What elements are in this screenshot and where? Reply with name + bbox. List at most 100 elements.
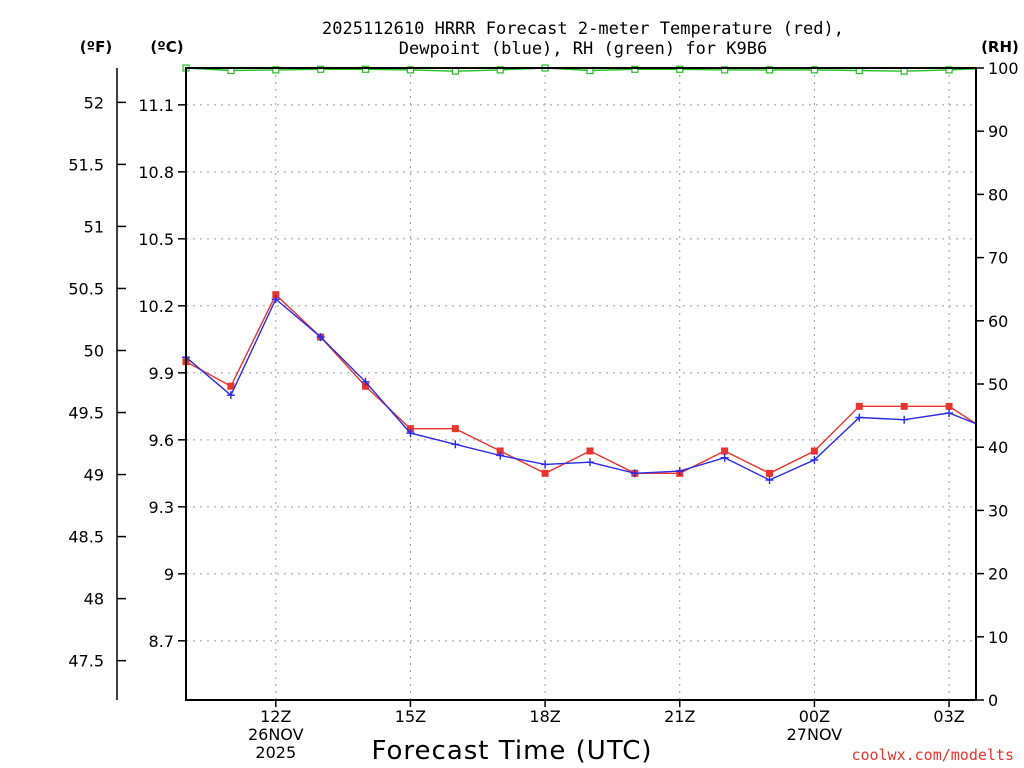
rh-point: [765, 66, 774, 74]
rh-point: [900, 67, 908, 75]
dewpoint-point: [945, 409, 954, 418]
temperature-point: [227, 382, 235, 390]
celsius-tick-label: 8.7: [149, 632, 174, 651]
rh-tick-label: 30: [988, 501, 1008, 520]
temperature-point: [541, 469, 549, 477]
rh-unit-label: (RH): [981, 38, 1019, 56]
fahrenheit-tick-label: 49: [84, 466, 104, 485]
rh-point: [451, 67, 459, 75]
rh-point: [496, 66, 504, 74]
dewpoint-point: [720, 453, 729, 462]
rh-point: [317, 65, 325, 73]
celsius-tick-label: 10.5: [138, 230, 174, 249]
temperature-point: [855, 402, 863, 410]
rh-tick-label: 20: [988, 565, 1008, 584]
rh-point: [945, 66, 953, 74]
fahrenheit-tick-label: 51.5: [68, 155, 104, 174]
temperature-point: [900, 402, 908, 410]
fahrenheit-tick-label: 50: [84, 342, 104, 361]
time-tick-label: 03Z: [933, 707, 964, 726]
dewpoint-point: [585, 458, 594, 467]
temperature-point: [496, 447, 504, 455]
fahrenheit-tick-label: 50.5: [68, 279, 104, 298]
rh-point: [272, 66, 280, 74]
rh-tick-label: 40: [988, 438, 1008, 457]
dewpoint-point: [630, 469, 639, 478]
dewpoint-point: [765, 476, 774, 485]
rh-point: [406, 66, 415, 74]
time-tick-label: 21Z: [664, 707, 695, 726]
dewpoint-point: [271, 295, 280, 304]
fahrenheit-tick-label: 48: [84, 590, 104, 609]
rh-tick-label: 50: [988, 375, 1008, 394]
celsius-tick-label: 10.8: [138, 163, 174, 182]
rh-point: [676, 65, 684, 73]
dewpoint-point: [675, 467, 684, 476]
fahrenheit-unit-label: (ºF): [80, 38, 112, 56]
rh-point: [631, 65, 639, 73]
temperature-point: [451, 425, 459, 433]
fahrenheit-tick-label: 51: [84, 217, 104, 236]
rh-point: [721, 66, 729, 74]
fahrenheit-tick-label: 49.5: [68, 404, 104, 423]
fahrenheit-tick-label: 48.5: [68, 528, 104, 547]
rh-tick-label: 0: [988, 691, 998, 710]
celsius-tick-label: 9.6: [149, 431, 174, 450]
celsius-tick-label: 9.3: [149, 498, 174, 517]
rh-tick-label: 100: [988, 59, 1019, 78]
celsius-axis: 8.7 9 9.3 9.6 9.9 10.2 10.5 10.8 11.1: [138, 96, 186, 651]
time-tick-label: 12Z: [260, 707, 291, 726]
temperature-point: [945, 402, 953, 410]
temperature-point: [766, 469, 774, 477]
rh-tick-label: 70: [988, 249, 1008, 268]
rh-tick-label: 80: [988, 185, 1008, 204]
dewpoint-point: [226, 391, 235, 400]
plot-frame: [185, 67, 977, 701]
temperature-point: [721, 447, 729, 455]
dewpoint-point: [855, 413, 864, 422]
rh-point: [361, 65, 370, 73]
rh-tick-label: 60: [988, 312, 1008, 331]
temperature-point: [810, 447, 818, 455]
time-tick-label: 26NOV: [248, 725, 304, 744]
time-tick-label: 15Z: [395, 707, 426, 726]
temperature-point: [362, 382, 370, 390]
time-tick-label: 00Z: [799, 707, 830, 726]
dewpoint-point: [810, 455, 819, 464]
dewpoint-point: [496, 451, 505, 460]
celsius-tick-label: 10.2: [138, 297, 174, 316]
temperature-point: [272, 291, 280, 299]
dewpoint-point: [900, 415, 909, 424]
series-layer: [182, 64, 976, 485]
fahrenheit-axis: 47.5 48 48.5 49 49.5 50 50.5 51 51.5 52: [68, 93, 126, 671]
time-tick-label: 18Z: [529, 707, 560, 726]
temperature-line: [186, 293, 976, 475]
rh-axis: 0 10 20 30 40 50 60 70 80 90 100: [976, 59, 1019, 710]
chart-title-line-1: 2025112610 HRRR Forecast 2-meter Tempera…: [322, 19, 844, 39]
dewpoint-point: [451, 440, 460, 449]
chart-title-line-2: Dewpoint (blue), RH (green) for K9B6: [399, 39, 767, 59]
fahrenheit-tick-label: 47.5: [68, 652, 104, 671]
temperature-point: [586, 447, 594, 455]
time-tick-label: 27NOV: [787, 725, 843, 744]
dewpoint-point: [316, 333, 325, 342]
rh-tick-label: 90: [988, 122, 1008, 141]
temperature-point: [406, 425, 414, 433]
celsius-tick-label: 9.9: [149, 364, 174, 383]
celsius-unit-label: (ºC): [150, 38, 183, 56]
celsius-tick-label: 11.1: [138, 96, 174, 115]
rh-tick-label: 10: [988, 628, 1008, 647]
celsius-tick-label: 9: [164, 565, 174, 584]
dewpoint-point: [361, 377, 370, 386]
fahrenheit-tick-label: 52: [84, 93, 104, 112]
credit-text: coolwx.com/modelts: [851, 746, 1014, 764]
time-tick-label: 2025: [255, 743, 296, 762]
grid-layer: [186, 68, 976, 700]
temperature-series: [182, 291, 976, 477]
dewpoint-series: [182, 295, 976, 485]
rh-point: [810, 66, 819, 74]
rh-series: [182, 64, 976, 75]
x-axis-title: Forecast Time (UTC): [371, 736, 652, 766]
